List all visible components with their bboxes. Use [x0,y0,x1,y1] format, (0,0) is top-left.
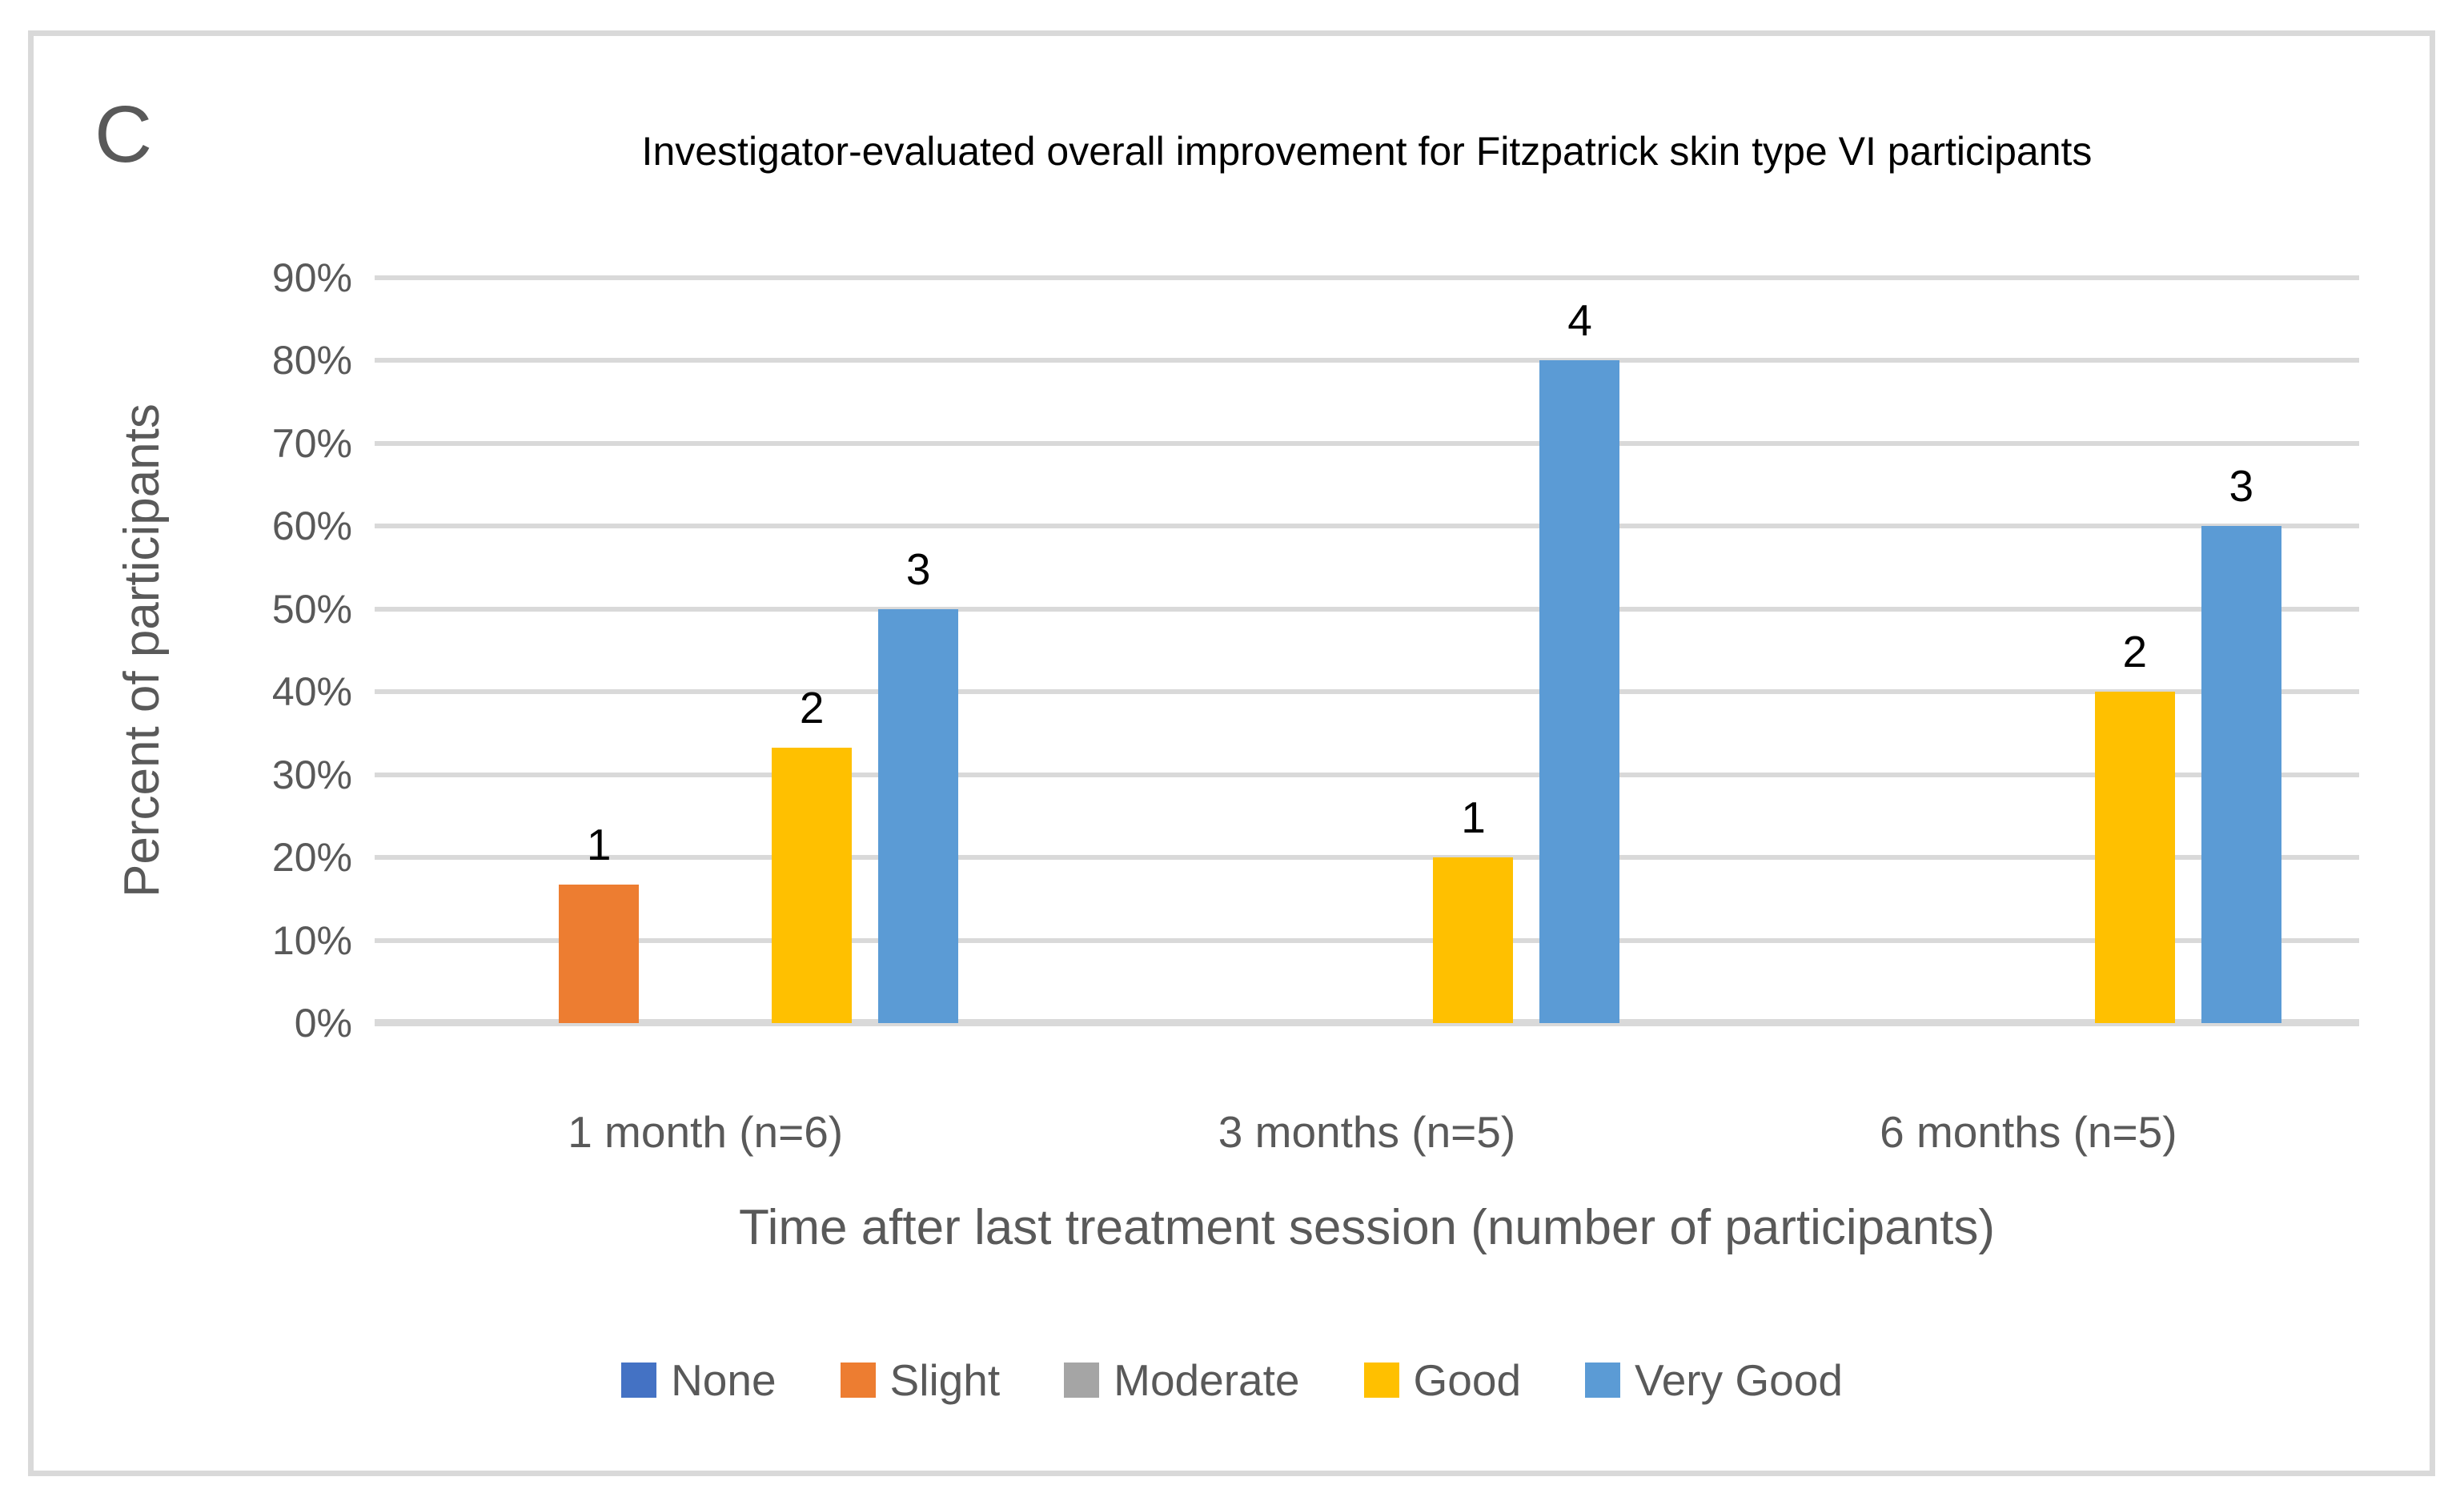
legend: None Slight Moderate Good Very Good [0,1354,2464,1406]
legend-item-good: Good [1363,1354,1522,1406]
y-tick-label: 0% [294,1001,352,1045]
legend-label-slight: Slight [889,1355,1001,1405]
y-tick-label: 20% [271,835,352,881]
data-label-good-1-month-n-6-: 2 [799,682,825,732]
gridline [375,606,2359,612]
legend-item-very-good: Very Good [1585,1354,1843,1406]
gridline [375,855,2359,861]
legend-swatch-very-good [1585,1363,1621,1398]
y-tick-label: 40% [271,669,352,715]
bar-good-6-months-n-5-: 2 [2094,627,2175,1023]
y-tick-label: 60% [271,504,352,549]
y-tick-label: 90% [271,255,352,300]
x-axis-title: Time after last treatment session (numbe… [739,1200,1995,1255]
y-tick-label: 30% [271,752,352,797]
gridline [375,524,2359,529]
x-axis-category-labels: 1 month (n=6) 3 months (n=5) 6 months (n=5… [375,1106,2359,1158]
category-label-6-months-n-5-: 6 months (n=5) [1880,1107,2177,1157]
legend-label-good: Good [1413,1355,1522,1405]
bar-very-good-1-month-n-6-: 3 [878,544,959,1023]
y-axis-title: Percent of participants [114,403,170,897]
gridline [375,689,2359,695]
data-label-very-good-6-months-n-5-: 3 [2229,461,2254,512]
gridline [375,275,2359,280]
legend-swatch-none [621,1363,657,1398]
panel-letter: C [94,90,153,179]
category-label-3-months-n-5-: 3 months (n=5) [1218,1107,1516,1157]
y-tick-label: 70% [271,420,352,466]
x-axis-line [375,1019,2359,1026]
legend-item-slight: Slight [840,1354,1001,1406]
chart-title: Investigator-evaluated overall improveme… [641,129,2093,174]
category-label-1-month-n-6-: 1 month (n=6) [568,1107,844,1157]
legend-item-none: None [621,1354,777,1406]
gridline [375,772,2359,777]
legend-label-none: None [671,1355,777,1405]
bar-good-1-month-n-6-: 2 [772,683,853,1023]
legend-swatch-moderate [1064,1363,1100,1398]
y-tick-label: 50% [271,586,352,632]
gridline [375,937,2359,943]
legend-label-very-good: Very Good [1635,1355,1843,1405]
y-tick-label: 80% [271,338,352,383]
data-label-very-good-3-months-n-5-: 4 [1567,295,1592,346]
bar-very-good-3-months-n-5-: 4 [1539,295,1620,1023]
data-label-good-6-months-n-5-: 2 [2122,627,2148,677]
legend-swatch-slight [840,1363,876,1398]
legend-item-moderate: Moderate [1064,1354,1300,1406]
legend-swatch-good [1363,1363,1399,1398]
bar-very-good-6-months-n-5-: 3 [2201,461,2281,1023]
y-tick-label: 10% [271,917,352,963]
legend-label-moderate: Moderate [1114,1355,1300,1405]
data-label-slight-1-month-n-6-: 1 [586,820,612,870]
gridline [375,358,2359,363]
bar-slight-1-month-n-6-: 1 [559,820,640,1023]
data-label-good-3-months-n-5-: 1 [1461,793,1486,843]
gridline [375,440,2359,446]
bar-good-3-months-n-5-: 1 [1433,793,1514,1023]
data-label-very-good-1-month-n-6-: 3 [905,544,931,594]
bar-group-1-month-n-6-: 1 2 3 [375,278,1036,1023]
figure-frame [28,30,2435,1476]
